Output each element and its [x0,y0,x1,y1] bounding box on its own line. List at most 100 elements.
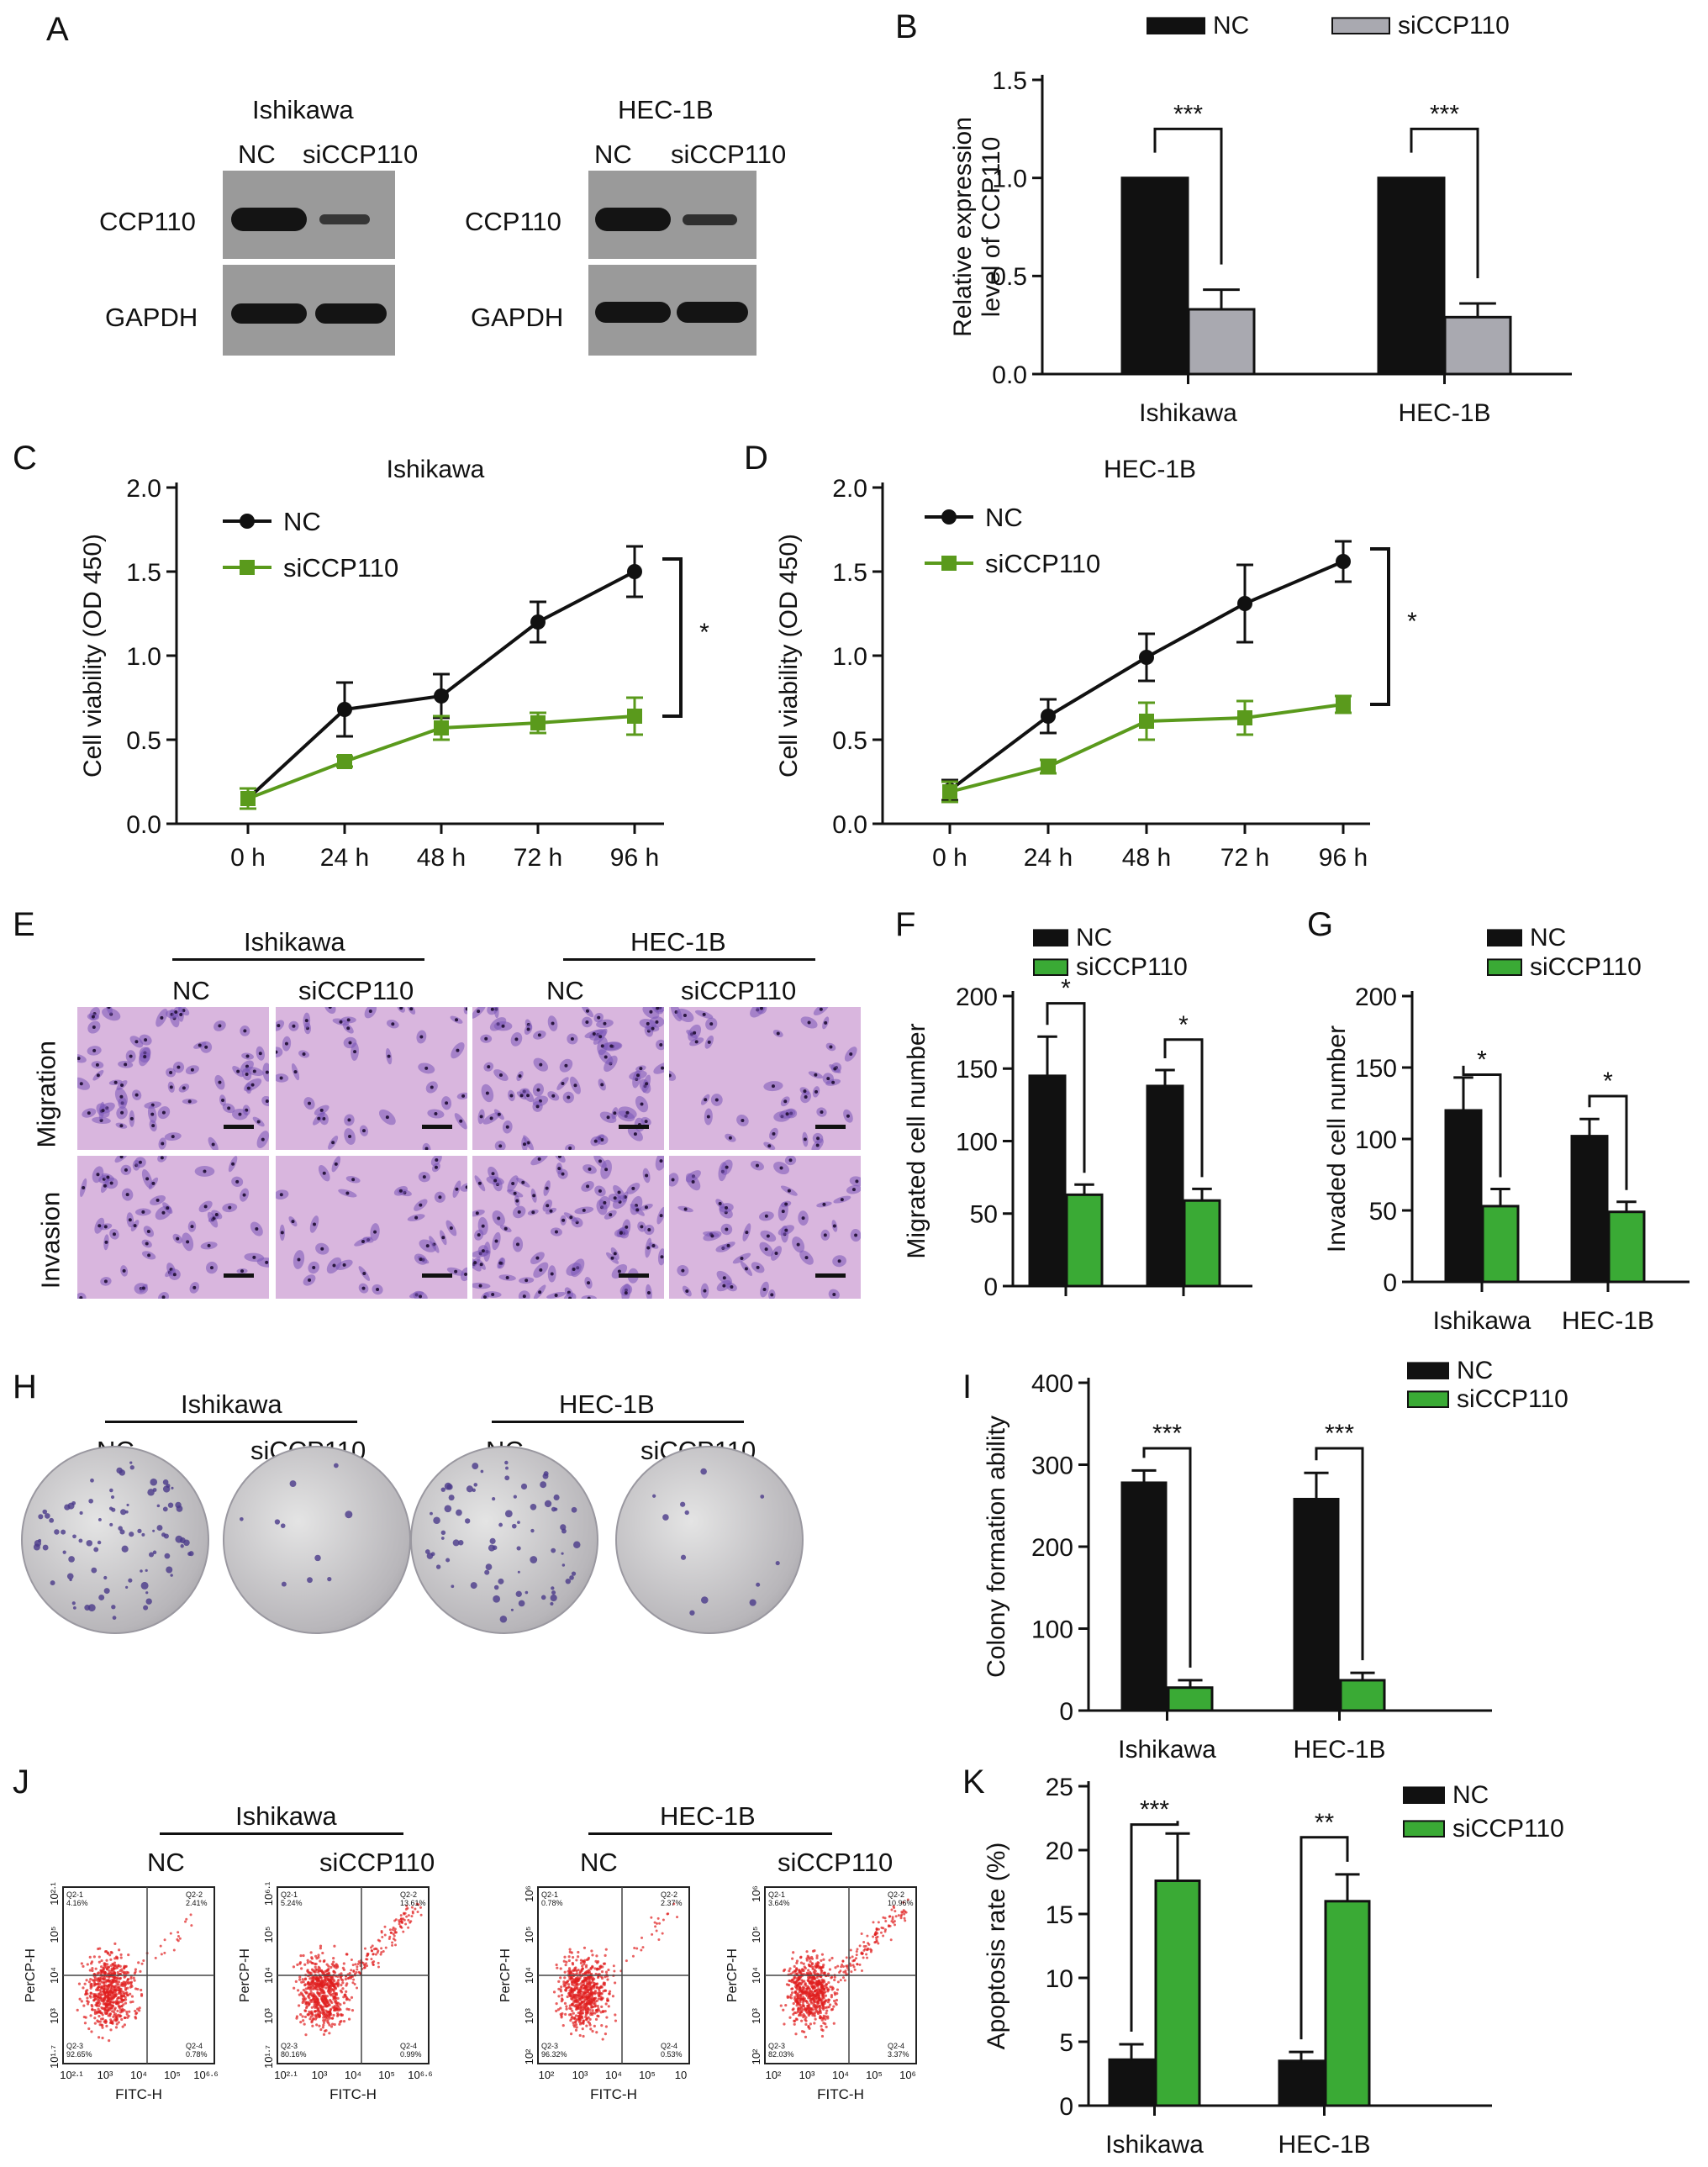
cell-nucleus [518,1074,522,1078]
y-tick-label: 1.5 [992,67,1027,95]
event-dot [572,1987,576,1990]
event-dot [98,2023,102,2027]
event-dot [407,1926,410,1929]
event-dot [838,1971,841,1975]
event-dot [655,1922,658,1925]
event-dot [625,1959,628,1963]
cell-nucleus [176,1236,180,1241]
event-dot [76,2008,79,2011]
event-dot [393,1927,397,1931]
event-dot [119,1953,123,1957]
event-dot [877,1942,880,1945]
cell-nucleus [783,1099,788,1104]
x-tick-label: 72 h [514,844,562,872]
colony [543,1471,549,1477]
y-tick-label: 150 [956,1056,998,1084]
event-dot [578,1975,582,1980]
cell-nucleus [709,1022,714,1026]
event-dot [328,2003,331,2006]
event-dot [820,2027,824,2032]
colony [498,1522,503,1527]
quadrant-q4-name: Q2-4 [186,2042,203,2050]
event-dot [813,1977,816,1980]
event-dot [891,1917,894,1921]
quadrant-q1-name: Q2-1 [768,1890,785,1899]
event-dot [812,1986,815,1990]
event-dot [91,1969,94,1973]
blot-band [595,302,671,323]
panel-label-g: G [1307,906,1334,943]
colony [109,1488,113,1493]
cell-nucleus [235,1179,240,1184]
colony [119,1529,125,1535]
event-dot [862,1941,866,1944]
cell-nucleus [781,1210,785,1214]
event-dot [372,1953,375,1956]
cell-nucleus [231,1162,235,1166]
colony [700,1468,707,1475]
blot-row-gapdh: GAPDH [105,303,198,332]
quadrant-q2-name: Q2-2 [888,1890,904,1899]
column-label-nc: NC [147,1848,185,1877]
event-dot [579,1961,583,1965]
event-dot [577,1996,581,2000]
event-dot [572,2021,575,2024]
event-dot [119,1964,122,1968]
event-dot [316,1990,319,1995]
event-dot [591,2029,594,2033]
event-dot [571,1961,574,1965]
event-dot [89,1996,92,1999]
event-dot [322,2019,325,2022]
y-tick-label: 5 [1059,2029,1073,2057]
column-label-nc: NC [580,1848,618,1877]
cell-nucleus [277,1024,281,1028]
cell-nucleus [655,1020,659,1024]
cell-nucleus [265,1070,269,1074]
event-dot [588,2022,592,2025]
legend-swatch [1403,1786,1445,1804]
event-dot [849,1948,852,1952]
event-dot [371,1961,374,1964]
event-dot [820,1999,823,2002]
cell-nucleus [435,1157,439,1162]
event-dot [566,1980,569,1984]
event-dot [808,1987,811,1990]
cell-nucleus [252,1069,256,1073]
event-dot [817,1995,820,1998]
cell-nucleus [536,1088,540,1092]
event-dot [807,1969,810,1972]
event-dot [811,2013,814,2017]
event-dot [305,2005,308,2008]
event-dot [583,1991,587,1995]
event-dot [606,1978,609,1981]
bar-nc [1293,1497,1340,1712]
event-dot [416,1911,419,1914]
event-dot [415,1902,419,1906]
event-dot [893,1906,896,1910]
event-dot [598,1991,601,1996]
colony [448,1495,455,1501]
event-dot [93,2017,97,2020]
event-dot [842,1970,846,1974]
colony [680,1554,687,1560]
event-dot [124,1964,128,1968]
event-dot [419,1913,423,1917]
event-dot [788,2016,792,2019]
cell [77,1077,91,1090]
colony [162,1506,168,1512]
colony [516,1546,521,1551]
event-dot [801,2001,805,2004]
colony [137,1528,142,1533]
cell-nucleus [600,1083,604,1087]
y-tick-label: 1.0 [992,165,1027,192]
event-dot [832,2005,836,2008]
y-tick-label: 2.0 [832,475,867,503]
event-dot [836,1988,840,1991]
event-dot [306,1961,309,1964]
cell-nucleus [172,1273,177,1277]
event-dot [136,2007,140,2011]
event-dot [786,1996,789,1999]
cell-nucleus [112,1232,116,1236]
event-dot [824,1994,828,1997]
event-dot [830,1975,834,1979]
